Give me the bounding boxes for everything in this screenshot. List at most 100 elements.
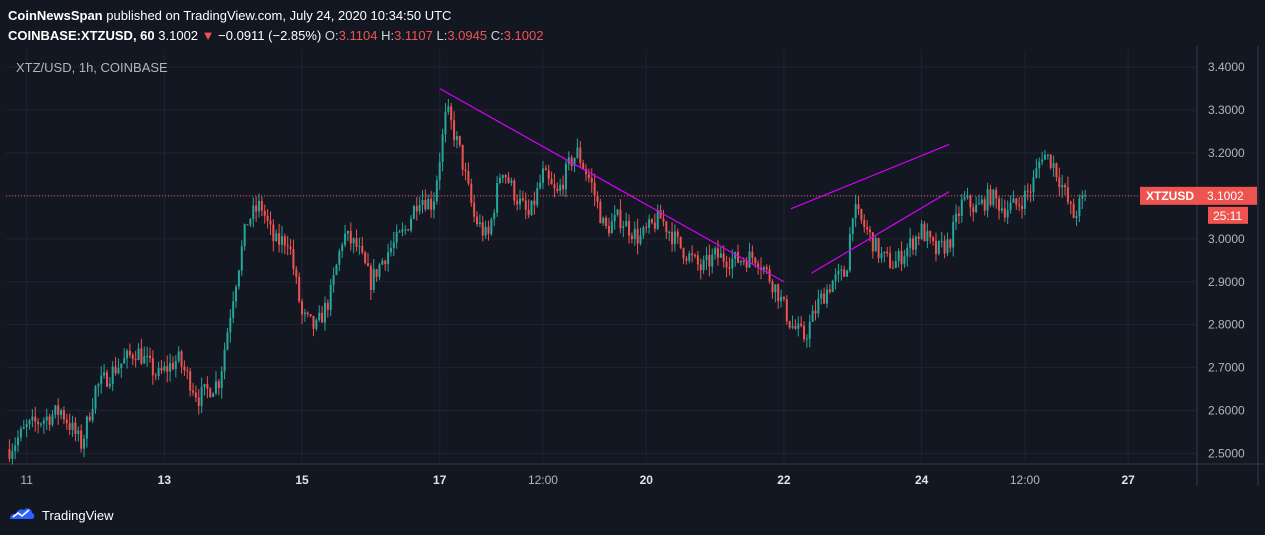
candle-body [384, 260, 387, 265]
candle-body [34, 416, 37, 422]
candle-body [395, 232, 398, 243]
candle-body [450, 106, 453, 121]
candle-body [464, 169, 467, 172]
last-price-value-tag [1197, 186, 1257, 205]
candle-body [648, 219, 651, 228]
candle-body [955, 213, 958, 223]
candle-body [91, 408, 94, 421]
low-label: L: [436, 28, 448, 43]
candle-body [949, 239, 952, 248]
candle-body [952, 222, 955, 248]
candle-body [653, 222, 656, 229]
candle-body [1006, 210, 1009, 218]
candle-body [421, 199, 424, 206]
candle-body [220, 371, 223, 389]
candle-body [484, 226, 487, 236]
candle-body [1075, 216, 1078, 218]
candle-body [903, 256, 906, 265]
candle-body [628, 221, 631, 236]
candle-body [140, 348, 143, 364]
candle-body [992, 189, 995, 205]
candle-body [587, 174, 590, 178]
candle-body [705, 254, 708, 260]
candle-body [346, 231, 349, 234]
candle-body [160, 367, 163, 371]
candle-body [934, 240, 937, 255]
candle-body [679, 236, 682, 249]
candle-body [576, 147, 579, 158]
tradingview-logo-icon[interactable] [8, 505, 36, 526]
candle-body [696, 255, 699, 265]
candle-body [668, 231, 671, 233]
candle-body [114, 366, 117, 374]
candle-body [197, 397, 200, 406]
candle-body [659, 210, 662, 219]
candle-body [619, 209, 622, 229]
candle-body [441, 134, 444, 163]
candle-body [871, 232, 874, 252]
candle-body [94, 386, 97, 409]
candle-body [837, 270, 840, 275]
candle-body [80, 430, 83, 449]
published-text: published on TradingView.com, July 24, 2… [106, 8, 452, 23]
candle-body [851, 218, 854, 235]
trend-line [790, 143, 950, 210]
candle-body [470, 183, 473, 203]
candle-body [650, 219, 653, 223]
candle-body [731, 258, 734, 269]
candle-body [148, 355, 152, 359]
candle-body [283, 236, 286, 246]
candle-body [31, 416, 34, 421]
candle-body [275, 233, 278, 242]
candle-body [381, 260, 384, 265]
price-chart[interactable]: 3.40003.30003.20003.10003.00002.90002.80… [0, 46, 1265, 496]
candle-body [1078, 198, 1081, 217]
candle-body [1003, 208, 1006, 218]
candle-body [60, 410, 63, 415]
candle-body [54, 405, 57, 415]
publisher-name[interactable]: CoinNewsSpan [8, 8, 103, 23]
candle-body [625, 221, 628, 227]
candle-body [616, 209, 619, 215]
candle-body [255, 205, 258, 212]
candle-body [418, 205, 421, 212]
candle-body [777, 284, 780, 302]
candle-body [662, 218, 665, 222]
candle-body [1066, 187, 1069, 203]
candle-body [186, 370, 189, 372]
x-tick-label: 17 [433, 473, 447, 487]
candle-body [602, 217, 605, 224]
candle-body [183, 366, 186, 371]
candle-body [1072, 203, 1075, 218]
candle-body [177, 351, 180, 361]
candle-body [28, 420, 31, 425]
candle-body [943, 240, 946, 254]
candle-body [309, 314, 312, 317]
candle-body [367, 263, 370, 266]
x-tick-label: 27 [1121, 473, 1135, 487]
candle-body [524, 200, 527, 210]
candle-body [286, 245, 289, 247]
candle-body [780, 296, 783, 302]
candle-body [694, 255, 697, 257]
candle-body [329, 284, 332, 310]
tradingview-brand[interactable]: TradingView [42, 508, 114, 523]
candle-body [88, 416, 91, 421]
chart-header: CoinNewsSpan published on TradingView.co… [8, 6, 1258, 46]
candle-body [533, 200, 536, 205]
candle-body [665, 221, 668, 233]
candle-body [573, 157, 576, 166]
candle-body [435, 180, 438, 202]
candle-body [100, 375, 103, 385]
candle-body [1046, 154, 1049, 156]
candle-body [478, 222, 481, 225]
candle-body [874, 238, 877, 252]
candle-body [742, 260, 745, 262]
candle-body [223, 349, 226, 372]
symbol-label[interactable]: COINBASE:XTZUSD, 60 [8, 28, 155, 43]
symbol-line: COINBASE:XTZUSD, 60 3.1002 ▼ −0.0911 (−2… [8, 26, 1258, 46]
candle-body [229, 317, 232, 333]
candle-body [633, 228, 636, 240]
candle-body [467, 171, 470, 184]
candle-body [820, 293, 823, 299]
